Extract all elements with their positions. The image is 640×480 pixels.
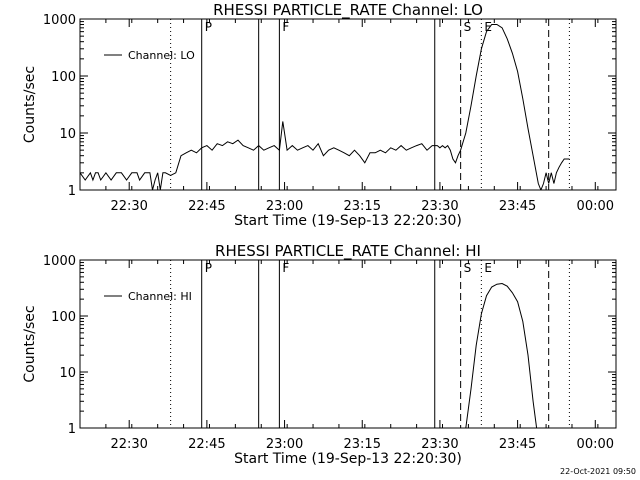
event-marker-label: E: [484, 20, 492, 34]
y-tick-label: 1000: [43, 254, 76, 269]
x-axis-label: Start Time (19-Sep-13 22:20:30): [234, 213, 462, 229]
event-marker-label: P: [205, 261, 212, 275]
x-tick-label: 23:00: [266, 199, 303, 214]
x-tick-label: 23:15: [344, 437, 381, 452]
footer-date: 22-Oct-2021 09:50: [560, 467, 636, 476]
x-axis-label: Start Time (19-Sep-13 22:20:30): [234, 451, 462, 467]
y-tick-label: 10: [59, 366, 76, 381]
chart-panel-1: RHESSI PARTICLE_RATE Channel: LO 22:30 22:…: [22, 1, 617, 229]
x-tick-label: 22:45: [188, 437, 225, 452]
x-tick-label: 23:30: [421, 199, 458, 214]
x-tick-label: 23:15: [344, 199, 381, 214]
x-tick-label: 22:30: [110, 199, 147, 214]
y-tick-label: 100: [51, 70, 76, 85]
event-marker-label: F: [282, 261, 289, 275]
legend-entry: Channel: LO: [128, 49, 195, 62]
y-tick-label: 10: [59, 127, 76, 142]
event-marker-label: S: [464, 261, 472, 275]
x-tick-label: 23:45: [499, 199, 536, 214]
y-tick-label: 1: [68, 422, 76, 437]
chart-panel-2: RHESSI PARTICLE_RATE Channel: HI 22:30 22:…: [22, 242, 617, 467]
series-line: [80, 24, 570, 190]
x-tick-label: 23:30: [421, 437, 458, 452]
chart-title: RHESSI PARTICLE_RATE Channel: LO: [213, 1, 483, 20]
plot-frame: [79, 259, 617, 429]
x-tick-label: 23:00: [266, 437, 303, 452]
x-tick-label: 22:45: [188, 199, 225, 214]
y-axis-label: Counts/sec: [22, 66, 38, 143]
y-axis-label: Counts/sec: [22, 305, 38, 382]
event-marker-label: F: [282, 20, 289, 34]
plot-frame: [79, 18, 617, 191]
series-line: [465, 282, 538, 428]
x-tick-label: 00:00: [577, 437, 614, 452]
chart-title: RHESSI PARTICLE_RATE Channel: HI: [215, 242, 481, 261]
x-tick-label: 00:00: [577, 199, 614, 214]
y-tick-label: 1: [68, 184, 76, 199]
event-marker-label: E: [484, 261, 492, 275]
legend-entry: Channel: HI: [128, 290, 192, 303]
event-marker-label: P: [205, 20, 212, 34]
y-tick-label: 1000: [43, 13, 76, 28]
x-tick-label: 22:30: [110, 437, 147, 452]
event-marker-label: S: [464, 20, 472, 34]
y-tick-label: 100: [51, 310, 76, 325]
x-tick-label: 23:45: [499, 437, 536, 452]
